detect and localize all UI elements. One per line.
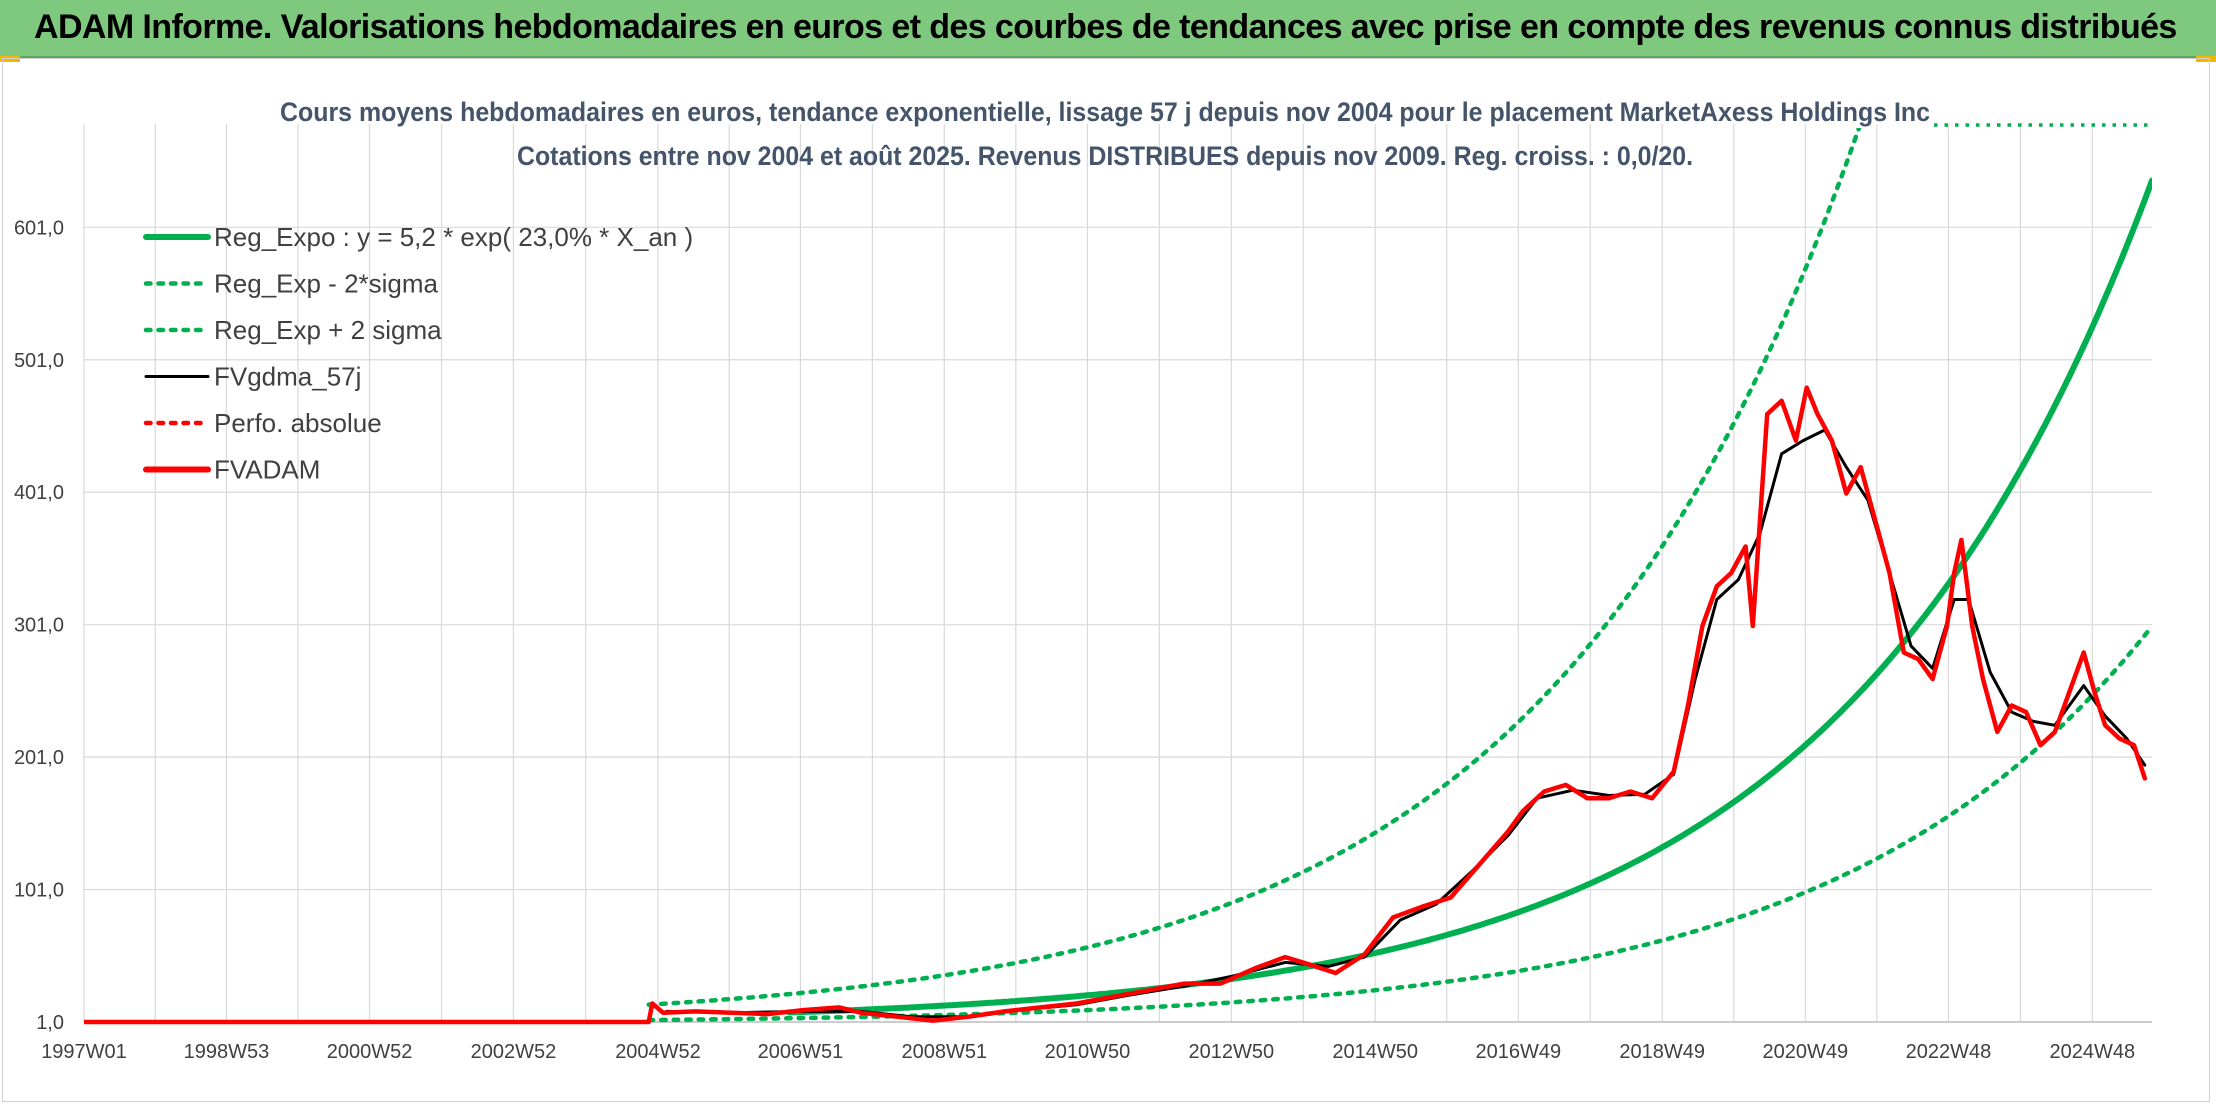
chart-frame [2,58,2210,1102]
y-tick-label: 301,0 [14,615,64,637]
y-axis-ticks: 1,0 101,0 201,0 301,0 401,0 501,0 601,0 [14,217,64,1034]
x-tick-label: 1997W01 [41,1041,127,1063]
x-tick-label: 2014W50 [1332,1041,1418,1063]
y-tick-label: 201,0 [14,747,64,769]
x-tick-label: 2006W51 [758,1041,844,1063]
series-reg_exp-line [646,128,1862,1007]
y-tick-label: 101,0 [14,880,64,902]
series-reg_expo-line [785,177,2152,1016]
x-tick-label: 2012W50 [1188,1041,1274,1063]
x-tick-label: 1998W53 [184,1041,270,1063]
x-tick-label: 2022W48 [1906,1041,1992,1063]
x-axis-ticks: 1997W01 1998W53 2000W52 2002W52 2004W52 2006W… [41,1041,2135,1063]
x-tick-label: 2004W52 [615,1041,701,1063]
series-reg_exp-line [646,624,2152,1023]
corner-mark-left [0,56,20,62]
legend-label: Reg_Expo : y = 5,2 * exp( 23,0% * X_an ) [214,222,693,252]
plot-series [84,128,2152,1025]
grid-lines [83,124,2152,1023]
legend-label: Perfo. absolue [214,408,382,438]
chart-title: Cours moyens hebdomadaires en euros, ten… [280,97,1930,127]
y-tick-label: 501,0 [14,350,64,372]
legend: Reg_Expo : y = 5,2 * exp( 23,0% * X_an )… [143,222,693,485]
legend-label: Reg_Exp + 2 sigma [214,315,442,345]
x-tick-label: 2000W52 [327,1041,413,1063]
y-tick-label: 401,0 [14,482,64,504]
legend-label: Reg_Exp - 2*sigma [214,269,439,299]
x-tick-label: 2020W49 [1762,1041,1848,1063]
series-fvadam-line [84,385,2148,1025]
y-tick-label: 1,0 [36,1012,64,1034]
x-tick-label: 2008W51 [901,1041,987,1063]
legend-label: FVgdma_57j [214,362,361,392]
x-tick-label: 2018W49 [1619,1041,1705,1063]
x-tick-label: 2002W52 [471,1041,557,1063]
report-header: ADAM Informe. Valorisations hebdomadaire… [0,0,2216,58]
y-tick-label: 601,0 [14,217,64,239]
series-fvgdma_57j-line [665,428,2147,1019]
report-title: ADAM Informe. Valorisations hebdomadaire… [34,8,2177,46]
corner-mark-right [2196,56,2216,62]
x-tick-label: 2010W50 [1045,1041,1131,1063]
chart-subtitle: Cotations entre nov 2004 et août 2025. R… [517,141,1693,171]
x-tick-label: 2016W49 [1475,1041,1561,1063]
x-tick-label: 2024W48 [2049,1041,2135,1063]
legend-label: FVADAM [214,455,320,485]
